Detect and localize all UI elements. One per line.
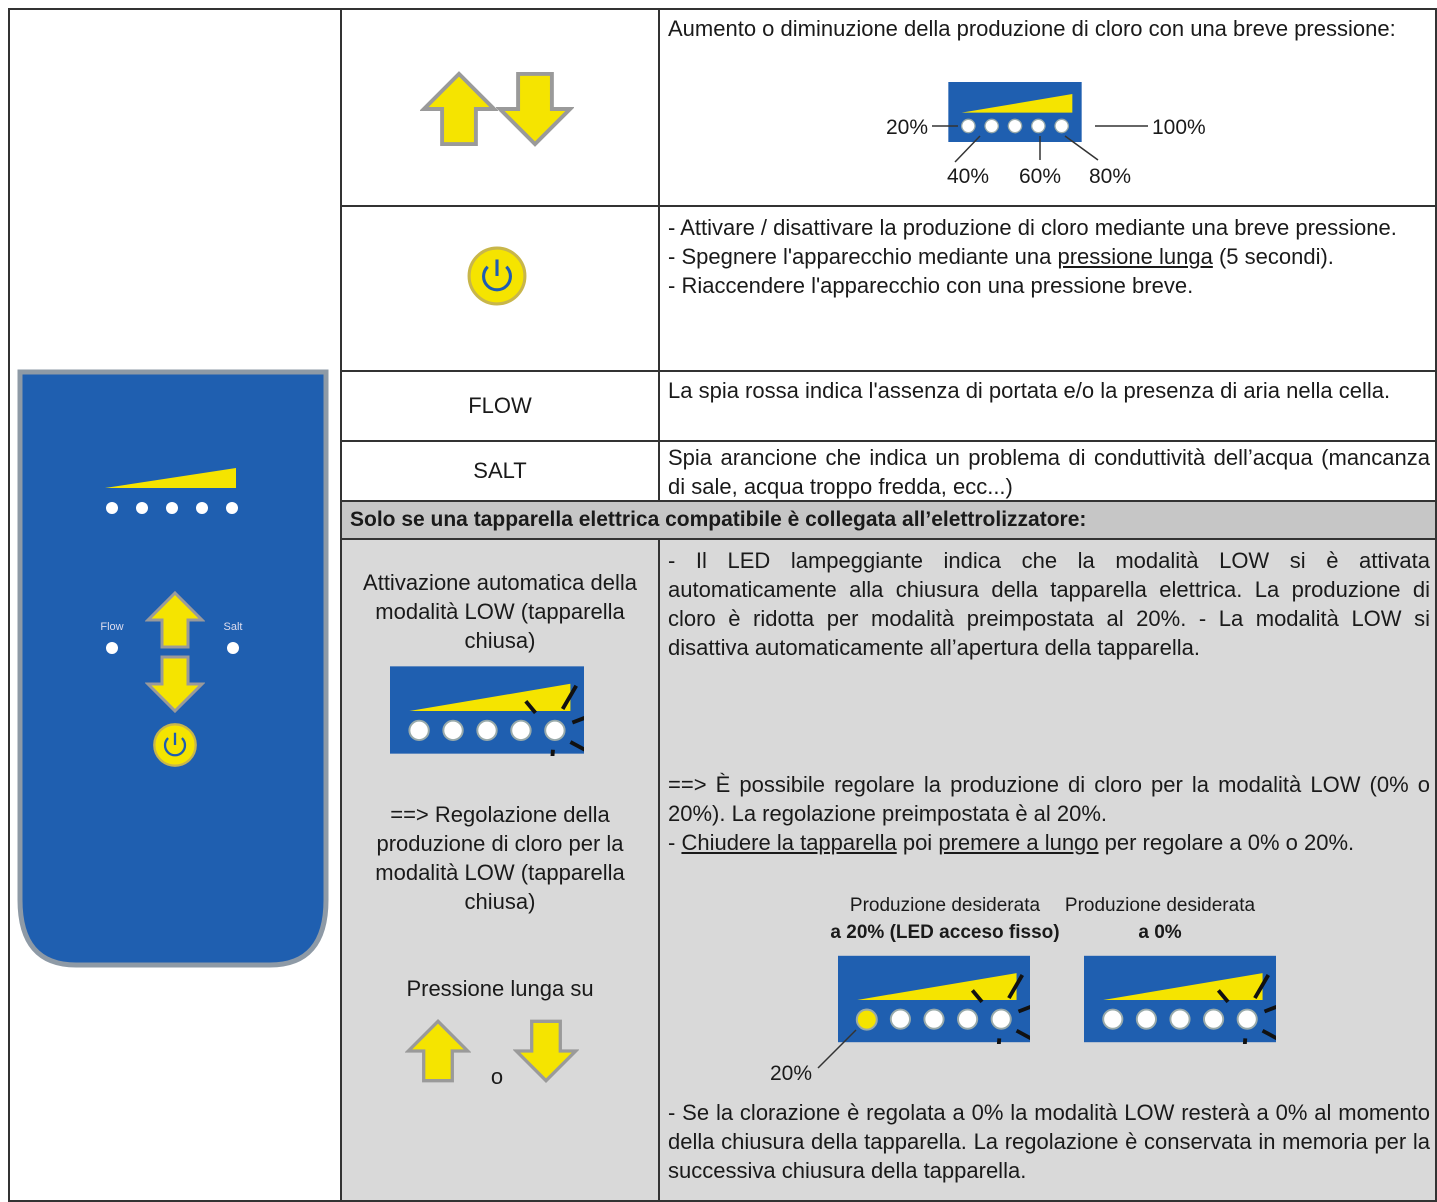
option-20-label: 20% [770, 1062, 812, 1085]
underlined: premere a lungo [938, 830, 1099, 855]
auto-title: Attivazione automatica della modalità LO… [363, 570, 637, 653]
leader-lines [932, 125, 1148, 163]
control-panel: Flow Salt [17, 369, 329, 968]
line: - Spegnere l'apparecchio mediante una pr… [668, 242, 1430, 271]
line: - Attivare / disattivare la produzione d… [668, 215, 1397, 240]
text: (5 secondi). [1218, 244, 1334, 269]
row-key: FLOW [468, 393, 532, 418]
underlined: Chiudere la tapparella [681, 830, 897, 855]
leader-lines-part [1064, 135, 1099, 161]
steps: - Chiudere la tapparella poi premere a l… [668, 828, 1430, 857]
row-1-description: Aumento o diminuzione della produzione d… [668, 16, 1396, 41]
press-label: Pressione lunga su [406, 976, 594, 1001]
or-label: o [490, 1064, 504, 1089]
level-label: 60% [1019, 165, 1061, 188]
level-leds-part [106, 502, 118, 514]
caption-bold: a 0% [1138, 922, 1182, 943]
level-leds [106, 502, 238, 514]
option-0-caption: Produzione desiderata a 0% [1060, 892, 1260, 946]
steady-led [855, 1008, 878, 1031]
flow-led [106, 642, 118, 654]
option-20-caption: Produzione desiderata a 20% (LED acceso … [795, 892, 1095, 946]
row-description: La spia rossa indica l'assenza di portat… [668, 378, 1391, 403]
led-panel [1084, 954, 1276, 1044]
level-leds-part [166, 502, 178, 514]
section-right [658, 538, 1437, 1202]
underlined: pressione lunga [1057, 244, 1213, 269]
note: - Se la clorazione è regolata a 0% la mo… [668, 1100, 1430, 1183]
flow-label: Flow [100, 621, 123, 633]
level-label: 100% [1152, 116, 1206, 139]
caption: Produzione desiderata [1064, 895, 1256, 916]
paragraph: ==> È possibile regolare la produzione d… [668, 772, 1430, 826]
level-leds-part [196, 502, 208, 514]
leader-lines-part [954, 135, 981, 163]
text: poi [896, 830, 939, 855]
line: - Riaccendere l'apparecchio con una pres… [668, 273, 1194, 298]
text: - Spegnere l'apparecchio mediante una [668, 244, 1052, 269]
text: per regolare a 0% o 20%. [1098, 830, 1355, 855]
salt-led [227, 642, 239, 654]
leader-line [817, 1029, 857, 1069]
adjust-title: ==> Regolazione della produzione di clor… [375, 802, 625, 914]
level-label: 20% [886, 116, 928, 139]
row-2-description: - Attivare / disattivare la produzione d… [668, 213, 1430, 300]
adjust-text: ==> È possibile regolare la produzione d… [668, 770, 1430, 857]
row-description: Spia arancione che indica un problema di… [668, 445, 1430, 499]
level-diagram: 20% 40% 60% 80% 100% [886, 82, 1206, 188]
row-key: SALT [473, 458, 527, 483]
text: - [668, 830, 682, 855]
level-leds-part [136, 502, 148, 514]
section-left [340, 538, 660, 1202]
level-label: 40% [947, 165, 989, 188]
caption-bold: a 20% (LED acceso fisso) [830, 922, 1060, 943]
salt-label: Salt [224, 621, 243, 633]
caption: Produzione desiderata [849, 895, 1041, 916]
level-leds-part [226, 502, 238, 514]
level-label: 80% [1089, 165, 1131, 188]
section-title: Solo se una tapparella elettrica compati… [350, 508, 1087, 531]
level-wedge [105, 468, 236, 488]
auto-text: - Il LED lampeggiante indica che la moda… [668, 548, 1430, 660]
